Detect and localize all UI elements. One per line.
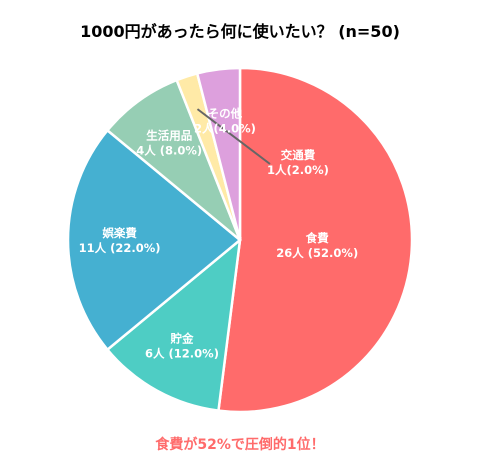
chart-footnote: 食費が52%で圧倒的1位！ <box>155 437 325 453</box>
leader-line-4 <box>196 108 271 165</box>
pie-slice-5 <box>195 66 242 241</box>
chart-title: 1000円があったら何に使いたい？ (n=50) <box>80 22 400 41</box>
slice-value-0: 26人 (52.0%) <box>276 246 358 260</box>
slice-value-3: 4人 (8.0%) <box>136 144 202 158</box>
pie-slice-2 <box>66 128 242 352</box>
slice-value-5: 2人(4.0%) <box>194 122 256 136</box>
slice-label-4: 交通費 <box>281 148 316 162</box>
slice-value-2: 11人 (22.0%) <box>79 241 161 255</box>
slice-label-1: 貯金 <box>170 332 193 346</box>
slice-label-2: 娯楽費 <box>102 226 137 240</box>
pie-slice-0 <box>217 66 414 414</box>
slice-value-1: 6人 (12.0%) <box>145 347 219 361</box>
slice-label-3: 生活用品 <box>146 129 192 143</box>
pie-slice-1 <box>105 237 242 413</box>
slice-label-0: 食費 <box>306 231 329 245</box>
slice-label-5: その他 <box>208 107 243 121</box>
slice-value-4: 1人(2.0%) <box>267 163 329 177</box>
